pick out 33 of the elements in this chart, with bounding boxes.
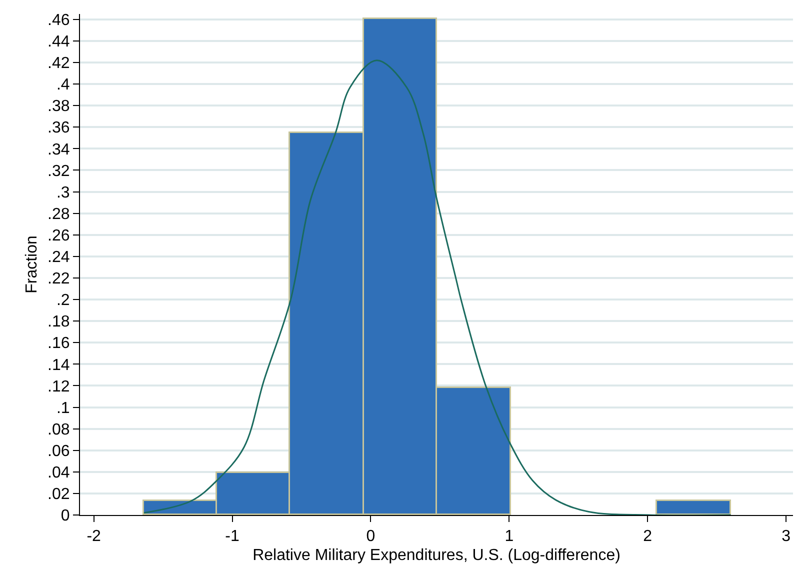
- x-tick-label: 1: [504, 528, 514, 546]
- y-tick-label: 0: [60, 508, 70, 525]
- y-tick-label: .34: [48, 141, 70, 158]
- y-tick-label: .06: [48, 442, 70, 460]
- y-tick-label: .3: [56, 184, 70, 202]
- y-tick-label: .26: [48, 227, 70, 244]
- x-tick-label: -1: [225, 528, 240, 546]
- x-axis-title: Relative Military Expenditures, U.S. (Log-difference): [252, 546, 620, 564]
- y-tick-label: .36: [48, 120, 70, 137]
- y-axis-title: Fraction: [23, 236, 40, 294]
- y-tick-label: .02: [48, 486, 70, 504]
- y-tick-label: .1: [56, 400, 70, 417]
- y-tick-label: .18: [48, 314, 70, 331]
- x-tick-label: 3: [782, 528, 791, 546]
- y-tick-label: .22: [48, 270, 70, 288]
- y-tick-label: .32: [48, 162, 70, 180]
- y-tick-label: .12: [48, 378, 70, 396]
- y-tick-label: .14: [48, 356, 70, 374]
- y-tick-label: .4: [56, 76, 70, 94]
- y-tick-label: .44: [48, 34, 70, 51]
- x-tick-label: -2: [86, 528, 102, 546]
- x-tick-label: 2: [643, 528, 652, 546]
- y-tick-label: .42: [48, 55, 70, 72]
- y-tick-label: .2: [56, 292, 70, 310]
- y-tick-label: .16: [48, 335, 70, 352]
- y-tick-label: .24: [48, 249, 70, 266]
- line-series: [143, 60, 732, 515]
- y-tick-label: .46: [48, 12, 70, 29]
- y-tick-label: .28: [48, 206, 70, 223]
- y-tick-label: .38: [48, 98, 70, 116]
- y-tick-label: .08: [48, 421, 70, 438]
- x-tick-label: 0: [366, 528, 376, 546]
- y-tick-label: .04: [48, 464, 70, 482]
